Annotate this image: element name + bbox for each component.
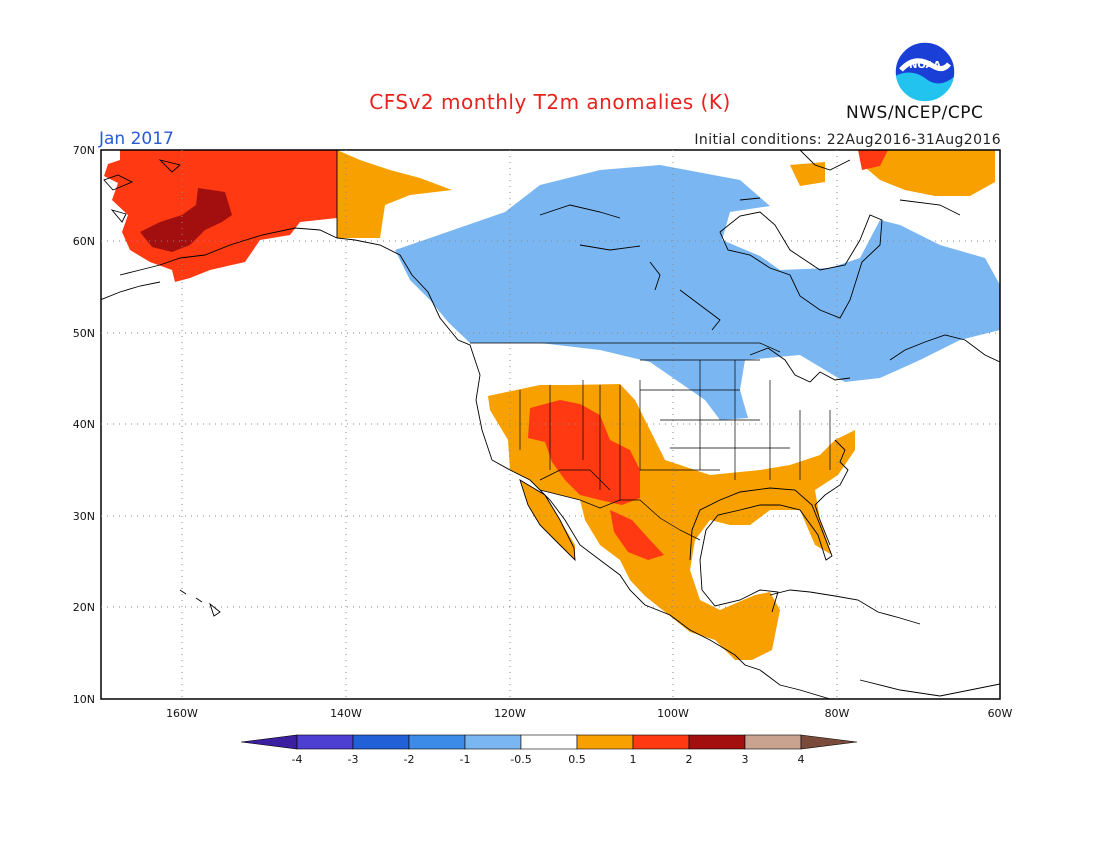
colorbar-cell-2-3 bbox=[688, 734, 746, 750]
lat-label-30n: 30N bbox=[73, 510, 95, 523]
colorbar-labels: -4 -3 -2 -1 -0.5 0.5 1 2 3 4 bbox=[292, 753, 805, 766]
colorbar-cell-05-1 bbox=[576, 734, 634, 750]
colorbar bbox=[240, 734, 858, 750]
colorbar-cell-lt-4 bbox=[240, 734, 298, 750]
lon-label-80w: 80W bbox=[825, 707, 850, 720]
colorbar-label: -2 bbox=[404, 753, 415, 766]
colorbar-cell-2-1 bbox=[408, 734, 466, 750]
colorbar-label: 1 bbox=[630, 753, 637, 766]
agency-label: NWS/NCEP/CPC bbox=[846, 103, 984, 123]
colorbar-cell-3-4 bbox=[744, 734, 802, 750]
canada-anomaly-cool bbox=[395, 165, 1000, 420]
colorbar-cell-1-05 bbox=[464, 734, 522, 750]
colorbar-label: -1 bbox=[460, 753, 471, 766]
colorbar-cell-neutral bbox=[520, 734, 578, 750]
colorbar-cell-gt-4 bbox=[800, 734, 858, 750]
lon-label-160w: 160W bbox=[166, 707, 198, 720]
longitude-labels: 160W 140W 120W 100W 80W 60W bbox=[166, 707, 1012, 720]
quebec-anomaly-05-1 bbox=[858, 150, 995, 196]
baja-anomaly-05-1 bbox=[520, 480, 575, 560]
forecast-month-label: Jan 2017 bbox=[99, 129, 174, 149]
lat-label-70n: 70N bbox=[73, 144, 95, 157]
latitude-labels: 70N 60N 50N 40N 30N 20N 10N bbox=[73, 144, 95, 706]
lon-label-120w: 120W bbox=[494, 707, 526, 720]
political-borders bbox=[470, 342, 831, 541]
lat-label-40n: 40N bbox=[73, 418, 95, 431]
lon-label-60w: 60W bbox=[988, 707, 1013, 720]
labrador-sea-anomaly-05-1 bbox=[790, 162, 825, 186]
mexico-anomaly-1-2 bbox=[610, 510, 664, 560]
lat-label-10n: 10N bbox=[73, 693, 95, 706]
lon-label-140w: 140W bbox=[330, 707, 362, 720]
quebec-anomaly-1-2 bbox=[858, 150, 888, 170]
lat-label-50n: 50N bbox=[73, 327, 95, 340]
anomaly-shading bbox=[104, 150, 1000, 660]
colorbar-label: -3 bbox=[348, 753, 359, 766]
colorbar-label: -4 bbox=[292, 753, 303, 766]
noaa-logo-icon: NOAA bbox=[894, 41, 956, 103]
initial-conditions-label: Initial conditions: 22Aug2016-31Aug2016 bbox=[694, 132, 1001, 148]
colorbar-label: 0.5 bbox=[568, 753, 586, 766]
logo-text: NOAA bbox=[909, 60, 941, 71]
alaska-anomaly-2-3 bbox=[140, 188, 232, 252]
colorbar-cell-1-2 bbox=[632, 734, 690, 750]
map-title: CFSv2 monthly T2m anomalies (K) bbox=[369, 90, 731, 114]
colorbar-label: 4 bbox=[798, 753, 805, 766]
colorbar-cell-3-2 bbox=[352, 734, 410, 750]
southwest-us-anomaly-1-2 bbox=[528, 400, 640, 505]
yukon-anomaly-05-1 bbox=[337, 150, 452, 238]
colorbar-label: 2 bbox=[686, 753, 693, 766]
colorbar-label: -0.5 bbox=[510, 753, 531, 766]
lat-label-60n: 60N bbox=[73, 235, 95, 248]
lat-label-20n: 20N bbox=[73, 601, 95, 614]
colorbar-cell-4-3 bbox=[296, 734, 354, 750]
lon-label-100w: 100W bbox=[657, 707, 689, 720]
colorbar-label: 3 bbox=[742, 753, 749, 766]
